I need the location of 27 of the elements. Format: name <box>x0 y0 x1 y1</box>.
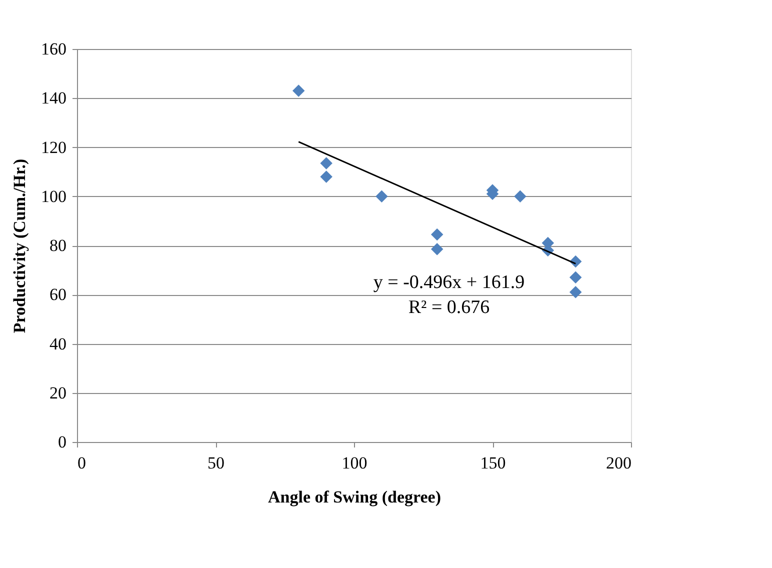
annotation: R² = 0.676 <box>408 297 490 318</box>
x-tick-label: 50 <box>208 454 224 472</box>
point <box>430 228 444 241</box>
y-tick-label: 120 <box>41 138 66 157</box>
y-tick-label: 20 <box>50 383 66 402</box>
y-tick-label: 100 <box>41 186 66 206</box>
y-axis-title: Productivity (Cum./Hr.) <box>10 158 29 334</box>
y-tick-label: 140 <box>41 88 66 108</box>
y-tick-label: 60 <box>50 285 66 304</box>
x-tick-label: 0 <box>78 454 86 472</box>
x-tick-label: 150 <box>480 454 506 472</box>
annotation: y = -0.496x + 161.9 <box>373 272 525 293</box>
x-tick-label: 200 <box>606 454 632 472</box>
point <box>430 243 444 256</box>
y-tick-label: 40 <box>50 334 66 354</box>
point <box>569 271 582 284</box>
point <box>376 190 388 202</box>
point <box>320 170 332 183</box>
point <box>514 190 526 202</box>
y-tick-label: 80 <box>50 236 66 255</box>
point <box>292 84 305 97</box>
point <box>320 157 332 170</box>
x-axis-title: Angle of Swing (degree) <box>268 488 441 506</box>
y-tick-label: 160 <box>41 40 66 58</box>
x-tick-label: 100 <box>342 454 368 472</box>
point <box>569 286 582 298</box>
y-tick-label: 0 <box>58 432 66 452</box>
